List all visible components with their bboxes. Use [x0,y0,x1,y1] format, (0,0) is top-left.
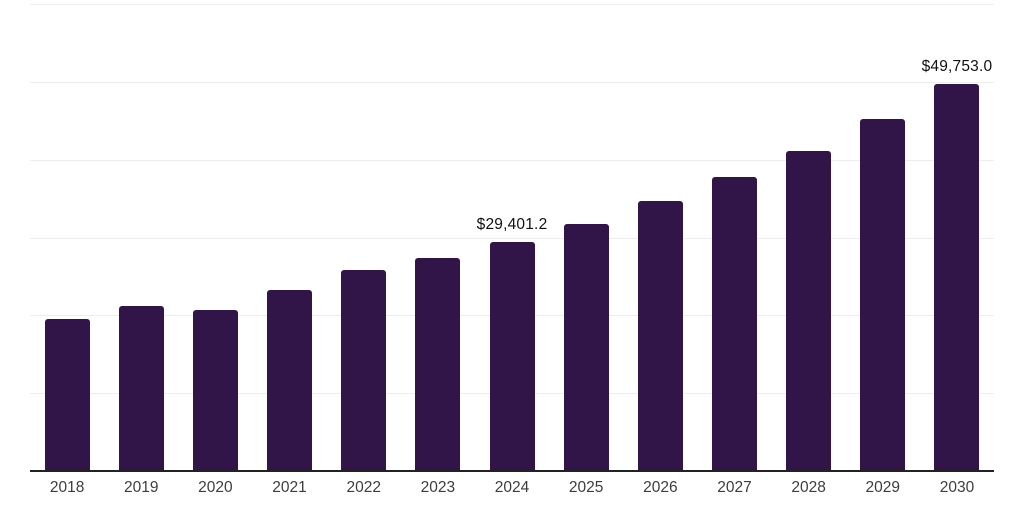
bar-column-2019 [104,4,178,471]
bars-row: $29,401.2 $49,753.0 [30,4,994,471]
x-tick-label-2025: 2025 [568,479,604,496]
bar-2023[interactable] [415,257,461,471]
bar-column-2025 [549,4,623,471]
x-tick-label-2019: 2019 [123,479,159,496]
gridline-40000 [30,159,994,161]
bar-2030[interactable] [934,83,980,471]
bar-2022[interactable] [341,270,387,471]
bar-2029[interactable] [860,119,906,471]
value-label-2024: $29,401.2 [476,216,548,234]
bar-2026[interactable] [637,200,683,471]
x-tick-label-2023: 2023 [420,479,456,496]
bar-column-2027 [697,4,771,471]
x-tick-label-2030: 2030 [939,479,975,496]
x-tick-label-2020: 2020 [198,479,233,496]
bar-2021[interactable] [267,289,313,471]
x-tick-label-2021: 2021 [272,479,307,496]
bar-2018[interactable] [44,319,90,471]
bar-2025[interactable] [563,223,609,471]
bar-2027[interactable] [711,176,757,471]
x-tick-label-2027: 2027 [717,479,752,496]
x-tick-label-2018: 2018 [49,479,85,496]
bar-2024[interactable] [489,242,535,471]
bar-column-2029 [846,4,920,471]
gridline-60000 [30,4,994,5]
bar-column-2021 [252,4,326,471]
bar-column-2023 [401,4,475,471]
x-tick-label-2028: 2028 [791,479,826,496]
x-tick-label-2026: 2026 [643,479,678,496]
bar-column-2026 [623,4,697,471]
gridline-30000 [30,237,994,239]
x-tick-label-2024: 2024 [494,479,530,496]
bar-2020[interactable] [192,309,238,471]
bar-column-2020 [178,4,252,471]
x-axis-labels: 2018 2019 2020 2021 2022 2023 2024 2025 2026 2027… [30,479,994,497]
plot-area: $29,401.2 $49,753.0 [30,4,994,472]
gridline-50000 [30,81,994,83]
bar-column-2030: $49,753.0 [920,4,994,471]
bar-column-2028 [772,4,846,471]
bar-column-2018 [30,4,104,471]
bar-column-2022 [327,4,401,471]
bar-2028[interactable] [786,151,832,471]
x-tick-label-2022: 2022 [346,479,381,496]
x-tick-label-2029: 2029 [865,479,901,496]
x-axis-line [30,470,994,472]
value-label-2030: $49,753.0 [921,57,993,75]
bar-column-2024: $29,401.2 [475,4,549,471]
bar-2019[interactable] [118,306,164,471]
